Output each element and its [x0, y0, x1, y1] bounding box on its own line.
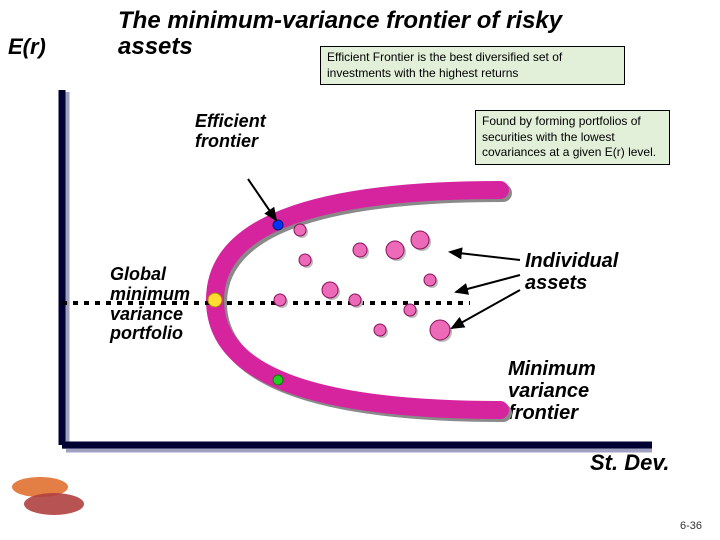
- decorative-disc-image: [2, 472, 92, 520]
- frontier-chart: [0, 0, 720, 540]
